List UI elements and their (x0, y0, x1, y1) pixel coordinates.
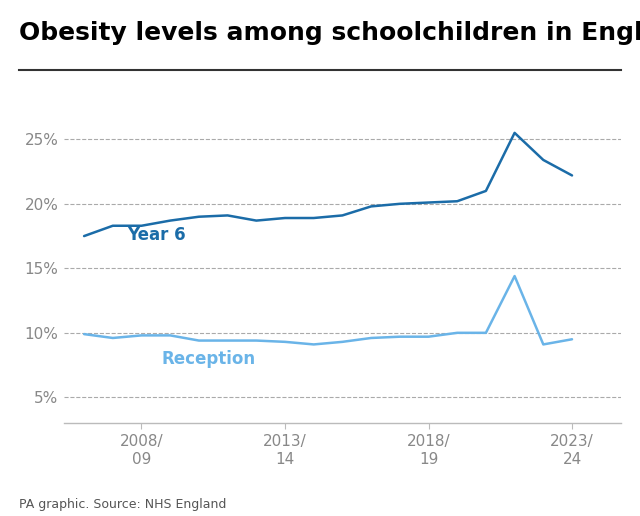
Text: Obesity levels among schoolchildren in England: Obesity levels among schoolchildren in E… (19, 21, 640, 45)
Text: Reception: Reception (161, 350, 256, 368)
Text: Year 6: Year 6 (127, 226, 186, 244)
Text: PA graphic. Source: NHS England: PA graphic. Source: NHS England (19, 498, 227, 511)
